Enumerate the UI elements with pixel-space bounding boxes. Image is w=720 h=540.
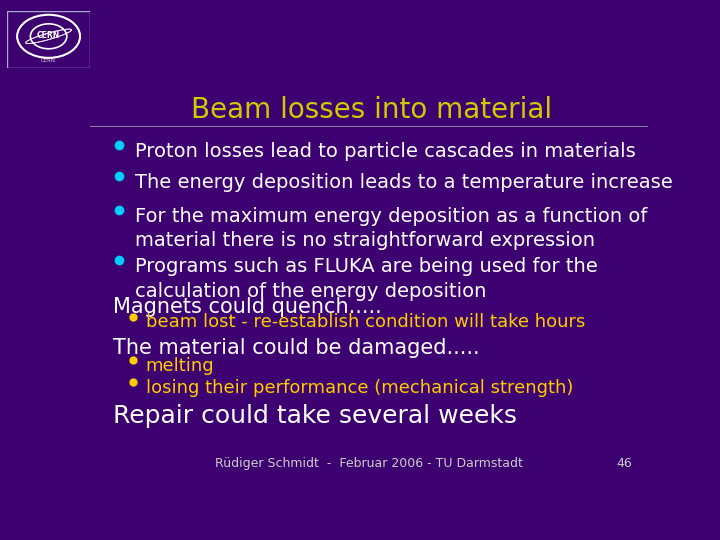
Text: Repair could take several weeks: Repair could take several weeks xyxy=(113,403,517,428)
Text: For the maximum energy deposition as a function of
material there is no straight: For the maximum energy deposition as a f… xyxy=(135,207,647,251)
Text: The material could be damaged.....: The material could be damaged..... xyxy=(113,338,480,358)
Text: Rüdiger Schmidt  -  Februar 2006 - TU Darmstadt: Rüdiger Schmidt - Februar 2006 - TU Darm… xyxy=(215,457,523,470)
Text: CERN: CERN xyxy=(37,31,60,39)
Text: Magnets could quench.....: Magnets could quench..... xyxy=(113,298,382,318)
Text: Programs such as FLUKA are being used for the
calculation of the energy depositi: Programs such as FLUKA are being used fo… xyxy=(135,257,598,301)
Text: losing their performance (mechanical strength): losing their performance (mechanical str… xyxy=(145,379,573,397)
Text: The energy deposition leads to a temperature increase: The energy deposition leads to a tempera… xyxy=(135,173,672,192)
Text: Beam losses into material: Beam losses into material xyxy=(191,96,552,124)
Text: CERN: CERN xyxy=(41,58,56,63)
Text: beam lost - re-establish condition will take hours: beam lost - re-establish condition will … xyxy=(145,313,585,330)
Text: 46: 46 xyxy=(617,457,632,470)
Text: Proton losses lead to particle cascades in materials: Proton losses lead to particle cascades … xyxy=(135,142,636,161)
Text: melting: melting xyxy=(145,357,215,375)
